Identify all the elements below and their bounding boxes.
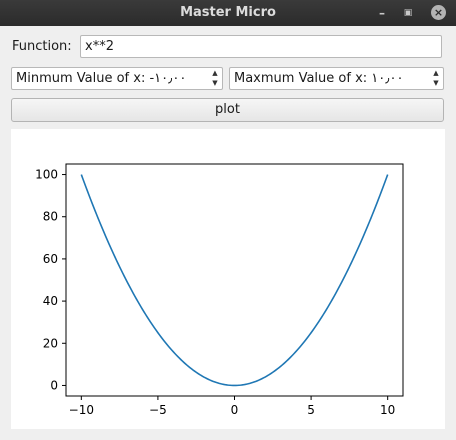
y-tick-label: 40 (43, 294, 58, 308)
min-x-value: Minmum Value of x: -۱۰٫۰۰ (16, 71, 187, 86)
x-tick-label: −5 (149, 403, 167, 417)
spin-up-icon[interactable]: ▲ (212, 69, 218, 77)
max-x-spinbox[interactable]: Maxmum Value of x: ۱۰٫۰۰ ▲ ▼ (229, 67, 444, 90)
y-tick-label: 0 (50, 378, 58, 392)
window-title: Master Micro (180, 5, 276, 20)
y-tick-label: 80 (43, 210, 58, 224)
minimize-icon[interactable]: – (379, 6, 385, 20)
title-bar: Master Micro – ▣ × (0, 0, 456, 26)
min-x-spin-arrows[interactable]: ▲ ▼ (208, 68, 222, 89)
function-input[interactable] (80, 35, 442, 58)
function-label: Function: (12, 39, 72, 54)
y-tick-label: 100 (35, 168, 58, 182)
spin-down-icon[interactable]: ▼ (212, 79, 218, 87)
max-x-spin-arrows[interactable]: ▲ ▼ (429, 68, 443, 89)
maximize-icon[interactable]: ▣ (403, 8, 413, 18)
series-line-0 (80, 174, 389, 387)
max-x-value: Maxmum Value of x: ۱۰٫۰۰ (234, 71, 404, 86)
spin-up-icon[interactable]: ▲ (433, 69, 439, 77)
x-tick-label: −10 (69, 403, 94, 417)
y-tick-label: 60 (43, 252, 58, 266)
axes-frame (65, 163, 404, 397)
y-tick-label: 20 (43, 336, 58, 350)
x-tick-label: 5 (307, 403, 315, 417)
x-tick-label: 0 (231, 403, 239, 417)
plot-canvas: −10 −5 0 5 10 0 20 40 60 80 100 (11, 129, 445, 429)
x-tick-label: 10 (380, 403, 395, 417)
min-x-spinbox[interactable]: Minmum Value of x: -۱۰٫۰۰ ▲ ▼ (11, 67, 223, 90)
plot-button[interactable]: plot (11, 98, 444, 122)
close-icon[interactable]: × (431, 5, 446, 20)
spin-down-icon[interactable]: ▼ (433, 79, 439, 87)
